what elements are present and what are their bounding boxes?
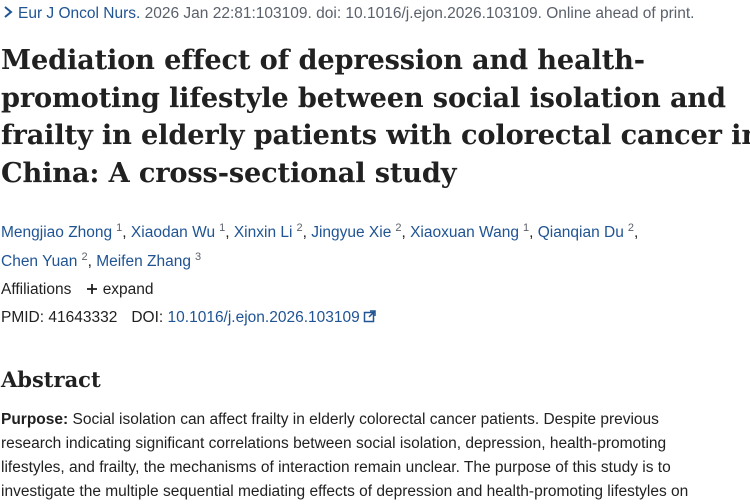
abstract-line-text: Social isolation can affect frailty in e… (68, 411, 659, 428)
title-line: Mediation effect of depression and healt… (1, 44, 645, 76)
journal-link[interactable]: Eur J Oncol Nurs. (18, 5, 141, 22)
abstract-line: lifestyles, and frailty, the mechanisms … (1, 459, 671, 476)
article-title: Mediation effect of depression and healt… (1, 42, 750, 192)
pmid-label: PMID: (1, 309, 45, 326)
identifiers-row: PMID: 41643332 DOI: 10.1016/j.ejon.2026.1… (1, 308, 376, 328)
affiliation-ref[interactable]: 2 (395, 222, 402, 234)
author-link[interactable]: Chen Yuan (1, 253, 78, 270)
abstract-heading: Abstract (1, 367, 101, 392)
affiliation-ref[interactable]: 3 (194, 251, 202, 263)
affiliations-expand-button[interactable]: expand (86, 281, 154, 298)
chevron-right-icon (4, 6, 13, 18)
affiliation-ref[interactable]: 2 (627, 222, 634, 234)
author-link[interactable]: Jingyue Xie (311, 224, 392, 241)
title-line: frailty in elderly patients with colorec… (1, 119, 750, 151)
abstract-line: investigate the multiple sequential medi… (1, 483, 689, 500)
external-link-icon (363, 310, 376, 323)
affiliations-row: Affiliations expand (1, 280, 154, 300)
affiliation-ref[interactable]: 2 (81, 251, 88, 263)
doi-link[interactable]: 10.1016/j.ejon.2026.103109 (168, 309, 376, 326)
affiliation-ref[interactable]: 1 (522, 222, 530, 234)
affiliations-label: Affiliations (1, 281, 72, 298)
author-link[interactable]: Xiaodan Wu (130, 224, 216, 241)
author-line: Chen Yuan 2, Meifen Zhang 3 (1, 251, 202, 270)
abstract-line: Purpose: Social isolation can affect fra… (1, 408, 750, 432)
pmid-value: 41643332 (48, 309, 118, 326)
expand-label: expand (102, 281, 154, 298)
doi-value[interactable]: 10.1016/j.ejon.2026.103109 (167, 309, 360, 326)
author-link[interactable]: Meifen Zhang (96, 253, 191, 270)
author-link[interactable]: Mengjiao Zhong (1, 224, 113, 241)
author-link[interactable]: Xiaoxuan Wang (410, 224, 519, 241)
citation-line: Eur J Oncol Nurs. 2026 Jan 22:81:103109.… (2, 4, 750, 24)
plus-icon (86, 284, 97, 294)
author-link[interactable]: Xinxin Li (233, 224, 293, 241)
affiliation-ref[interactable]: 1 (116, 222, 123, 234)
affiliation-ref[interactable]: 2 (296, 222, 303, 234)
title-line: China: A cross-sectional study (1, 156, 457, 189)
citation-details: 2026 Jan 22:81:103109. doi: 10.1016/j.ej… (144, 5, 695, 22)
author-line: Mengjiao Zhong 1, Xiaodan Wu 1, Xinxin Li 2… (1, 222, 639, 241)
abstract-text: Purpose: Social isolation can affect fra… (1, 408, 750, 504)
affiliation-ref[interactable]: 1 (219, 222, 226, 234)
author-link[interactable]: Qianqian Du (537, 224, 624, 241)
doi-label: DOI: (131, 309, 164, 326)
abstract-line: research indicating significant correlat… (1, 435, 667, 452)
abstract-section-label: Purpose: (1, 411, 69, 428)
title-line: promoting lifestyle between social isola… (1, 81, 726, 114)
author-list: Mengjiao Zhong 1, Xiaodan Wu 1, Xinxin Li 2… (1, 216, 746, 274)
